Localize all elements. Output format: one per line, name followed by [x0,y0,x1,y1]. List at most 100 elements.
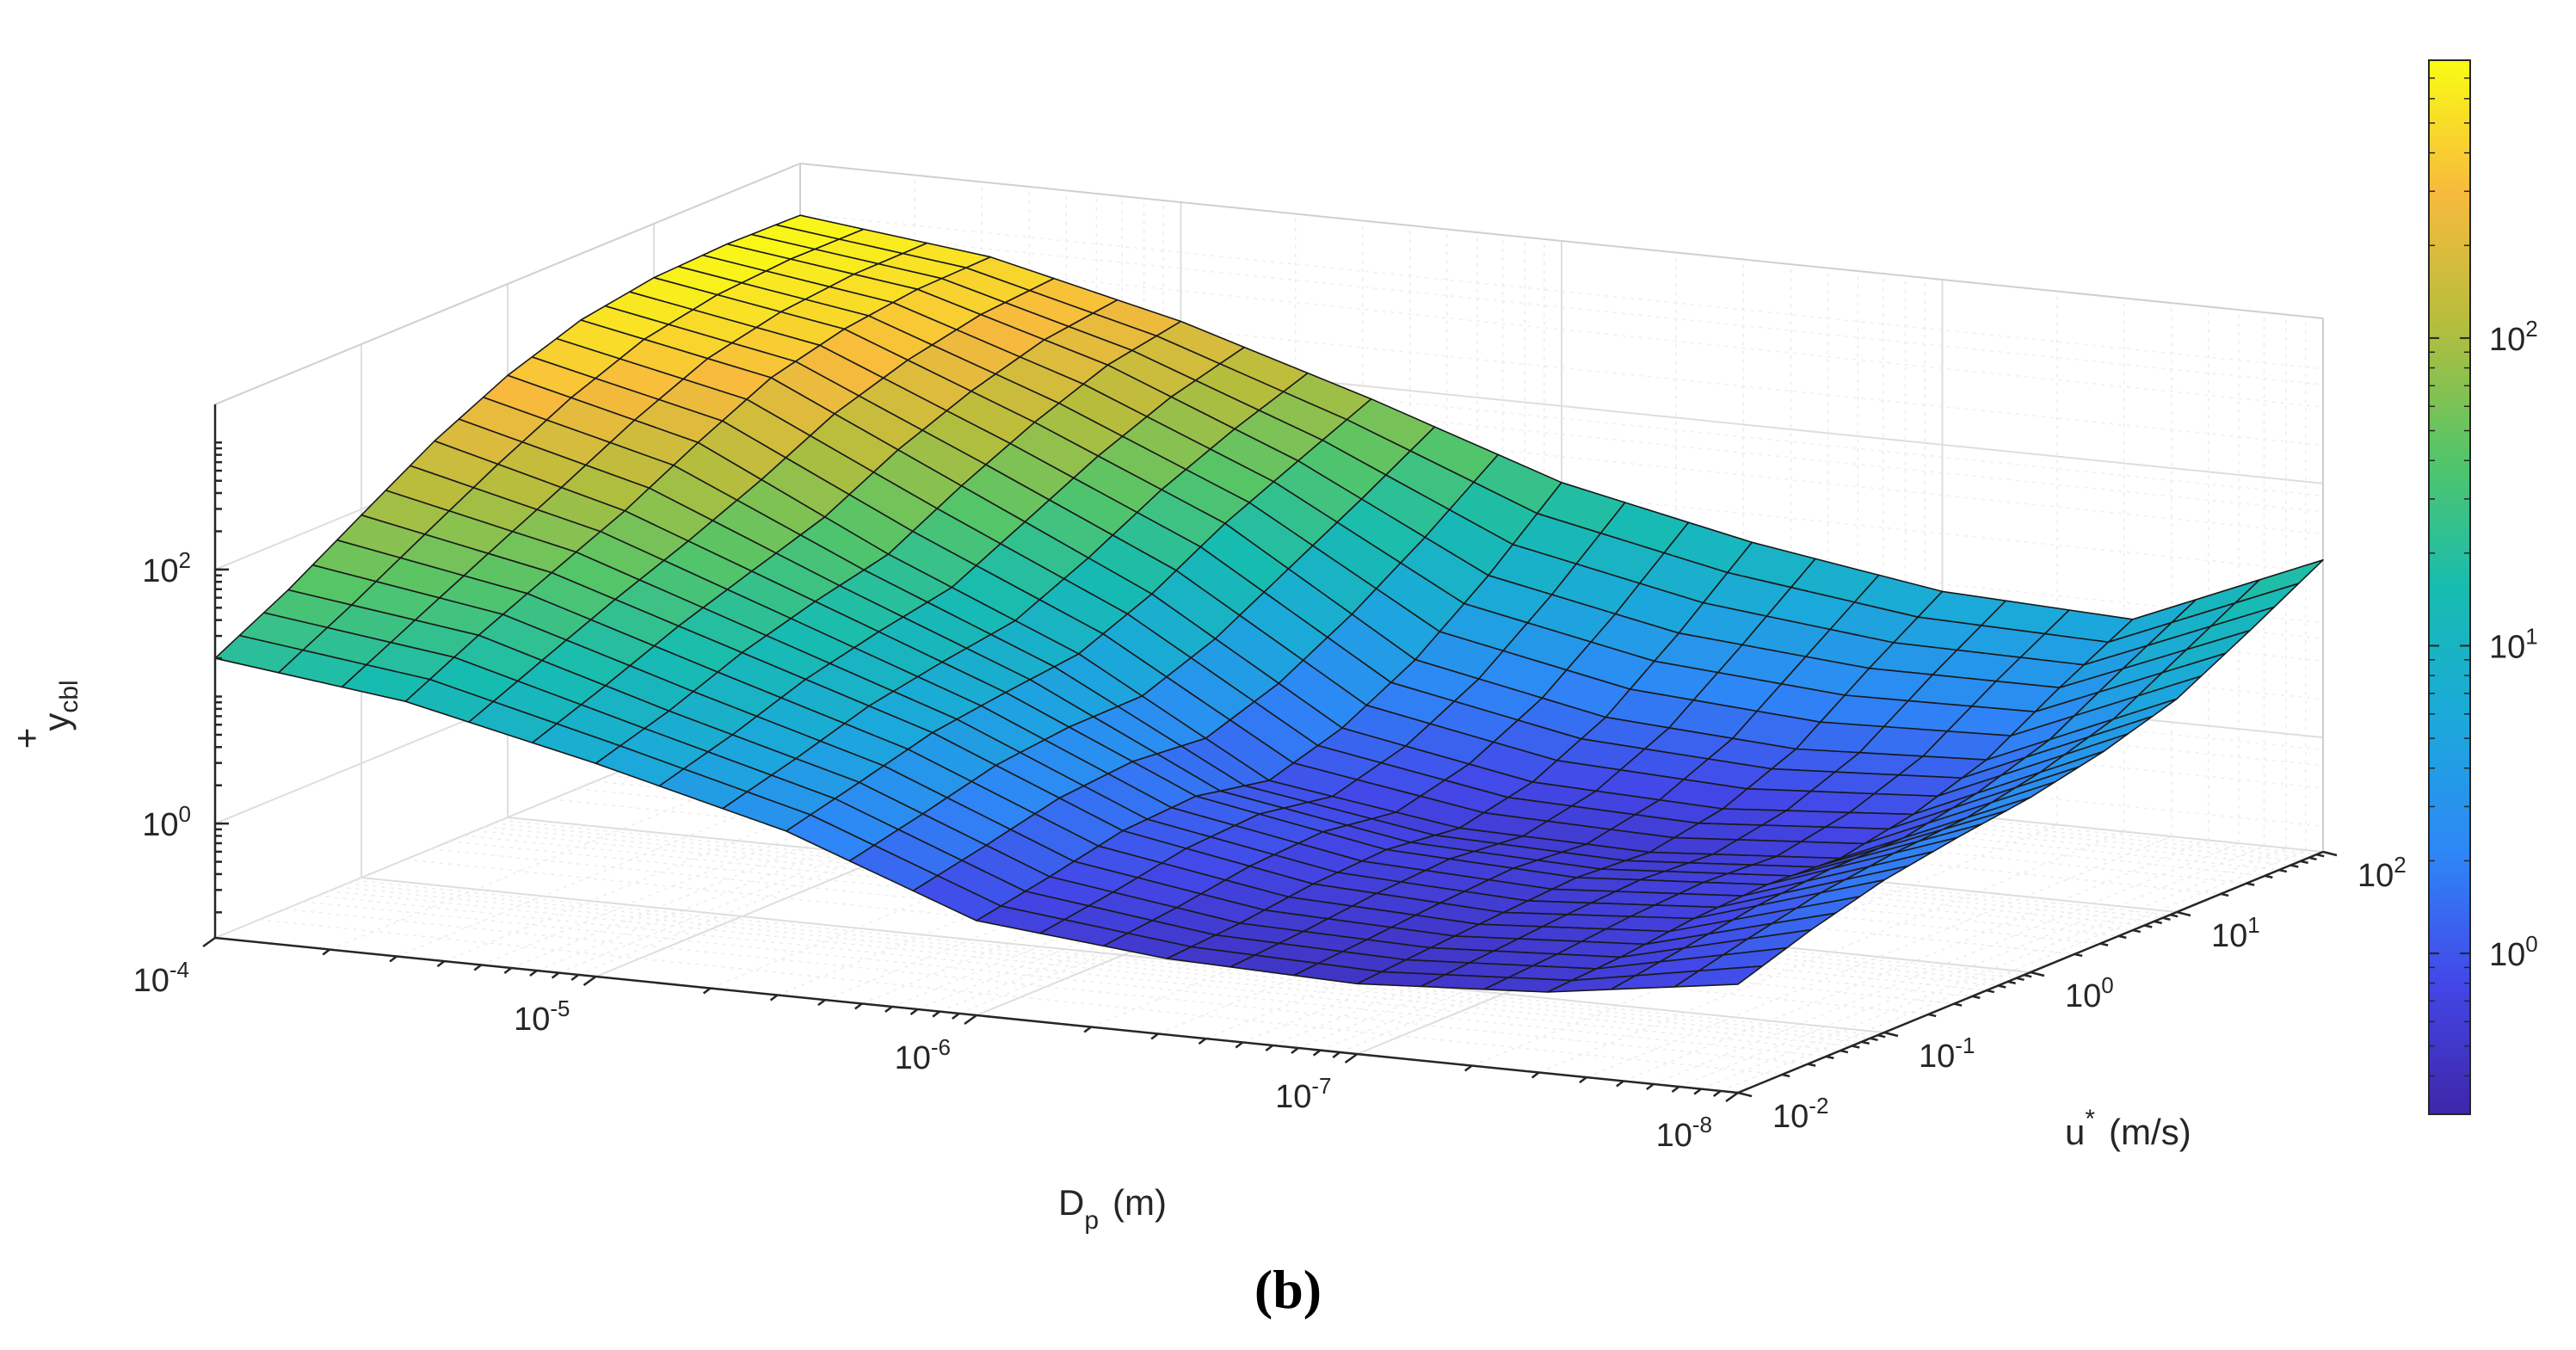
x-minor-tick [1713,1089,1722,1097]
back-wall-minor-grid-line [799,378,2324,535]
y-minor-tick [2144,924,2153,928]
x-minor-tick [1531,1071,1540,1079]
x-minor-tick [1265,1045,1274,1052]
x-minor-tick [1198,1038,1207,1045]
y-tick [1737,1091,1753,1098]
x-minor-tick [817,999,826,1007]
z-axis-title-sup: + [6,728,46,749]
back-wall-minor-grid-line [799,289,2324,447]
y-tick [2030,971,2045,977]
y-tick-label: 101 [2211,912,2260,954]
x-minor-tick [1616,1080,1624,1088]
floor-minor-grid-line [329,890,1852,1047]
y-axis-label-sup: * [2085,1105,2095,1133]
x-minor-tick [932,1010,940,1018]
x-tick-label: 10-6 [895,1034,951,1076]
y-minor-tick [2246,882,2255,886]
x-minor-tick [473,964,483,971]
floor-minor-grid-line [647,759,2171,915]
y-minor-tick [2290,864,2299,868]
y-minor-tick [1852,1045,1860,1049]
y-tick [1883,1031,1899,1038]
x-minor-tick [1332,1051,1341,1058]
floor-minor-grid-line [317,895,1840,1051]
floor-minor-grid-line [354,879,1878,1036]
floor-minor-grid-line [1623,839,2209,1082]
floor-minor-grid-line [742,720,2265,877]
floor-minor-grid-line [755,714,2279,871]
y-axis-label-unit: (m/s) [2109,1112,2191,1152]
floor-minor-grid-line [698,738,2222,895]
z-axis-title: ycbl [36,680,83,730]
y-minor-tick [2074,952,2083,958]
y-minor-tick [2300,860,2308,865]
y-minor-tick [2132,928,2142,934]
y-minor-tick [1972,995,1981,1000]
colorbar-tick-label: 101 [2489,623,2538,665]
axes-ticks: 10-4 10-5 10-6 10-7 10-8 10-2 10-1 100 101 102 100… [133,404,2407,1154]
floor-minor-grid-line [793,699,2317,855]
z-axis-label-sub: cbl [55,680,83,712]
x-minor-tick [1150,1033,1159,1040]
back-wall-minor-grid-line [799,229,2324,385]
x-tick [202,936,216,948]
y-minor-tick [1986,989,1995,994]
x-minor-tick [769,994,779,1002]
y-tick-label: 10-1 [1919,1033,1975,1075]
surface-mesh [214,214,2324,993]
y-minor-tick [2265,874,2273,879]
x-tick [964,1014,977,1026]
y-minor-tick [2220,892,2229,897]
floor-minor-grid-line [1720,849,2307,1092]
floor-minor-grid-line [595,780,2119,937]
floor-minor-grid-line [259,919,1783,1076]
back-wall-minor-grid-line [799,467,2324,624]
x-minor-tick [529,970,538,977]
x-minor-tick [503,967,513,975]
x-tick [1725,1091,1739,1103]
floor-minor-grid-line [1700,847,2287,1090]
floor-minor-grid-line [1586,835,2172,1078]
y-minor-tick [2278,868,2288,873]
floor-minor-grid-line [767,709,2291,866]
x-axis-label-unit: (m) [1112,1182,1167,1223]
floor-minor-grid-line [405,859,1929,1015]
floor-minor-grid-line [1471,823,2057,1067]
floor-minor-grid-line [777,706,2301,862]
y-minor-tick [2169,913,2179,918]
floor-minor-grid-line [724,727,2247,885]
y-minor-tick [1953,1002,1963,1007]
floor-grid-line [361,877,1885,1033]
floor-minor-grid-line [609,774,2133,931]
y-tick [2322,850,2338,857]
x-minor-tick [389,955,397,963]
wall-edge [214,163,801,405]
floor-minor-grid-line [577,787,2101,945]
x-minor-tick [1464,1064,1473,1072]
y-axis-label: u [2065,1112,2085,1152]
x-axis-label-sub: p [1084,1206,1099,1235]
floor-minor-grid-line [621,769,2145,927]
y-minor-tick [2154,920,2162,925]
x-minor-tick [551,971,560,979]
back-wall-minor-grid-line [799,355,2324,513]
y-tick-label: 10-2 [1772,1093,1828,1135]
y-minor-tick [1840,1049,1849,1054]
back-wall-minor-grid-line [799,340,2324,496]
y-minor-tick [1927,1013,1937,1018]
x-axis-title: Dp (m) [1058,1182,1167,1235]
y-minor-tick [1870,1037,1878,1042]
y-minor-tick [1998,984,2006,989]
y-minor-tick [2099,942,2109,946]
x-minor-tick [1291,1047,1299,1055]
y-minor-tick [2023,973,2032,978]
z-tick-label: 102 [142,547,191,589]
x-minor-tick [570,973,580,981]
floor-minor-grid-line [303,901,1827,1057]
y-minor-tick [2016,977,2024,982]
x-minor-tick [1646,1083,1655,1091]
x-minor-tick [884,1006,893,1014]
colorbar-tick-label: 102 [2489,316,2538,358]
y-minor-tick [1807,1063,1816,1067]
x-tick [1344,1052,1359,1064]
